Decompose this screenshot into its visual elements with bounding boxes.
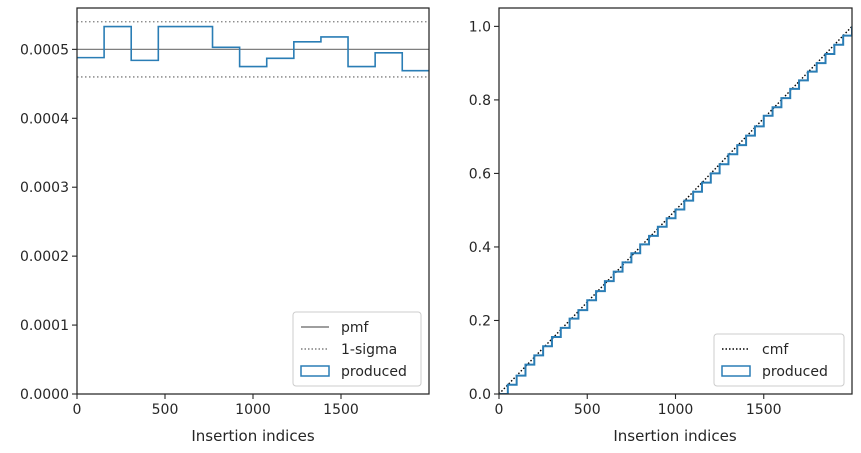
- legend-label-produced: produced: [762, 364, 828, 380]
- left-subplot: 0 500 1000 1500 0.0000 0.0001 0.0002 0.0003 0.00…: [20, 7, 430, 445]
- right-legend: cmf produced: [713, 333, 845, 387]
- x-tick-label: 1500: [746, 402, 782, 418]
- produced-series-line: [499, 26, 852, 394]
- y-tick-label: 0.8: [469, 93, 491, 109]
- legend-swatch-produced: [300, 365, 330, 377]
- legend-label-1-sigma: 1-sigma: [341, 342, 397, 358]
- y-tick-label: 0.0005: [20, 42, 69, 58]
- y-tick-label: 0.0004: [20, 111, 69, 127]
- y-tick-label: 0.0: [469, 387, 491, 403]
- y-tick-label: 0.2: [469, 313, 491, 329]
- right-subplot: 0 500 1000 1500 0.0 0.2 0.4 0.6 0.8 1.0 Insertion…: [469, 7, 853, 445]
- cmf-series-line: [499, 25, 852, 394]
- legend-box: [292, 311, 422, 387]
- legend-label-cmf: cmf: [762, 342, 789, 358]
- x-tick-label: 0: [73, 402, 82, 418]
- y-tick-label: 0.4: [469, 240, 491, 256]
- x-tick-label: 500: [152, 402, 179, 418]
- x-tick-label: 1000: [235, 402, 271, 418]
- left-ticks: 0 500 1000 1500 0.0000 0.0001 0.0002 0.0003 0.00…: [20, 42, 359, 418]
- y-tick-label: 0.0001: [20, 318, 69, 334]
- y-tick-label: 0.0003: [20, 180, 69, 196]
- right-plot-area: [499, 25, 852, 394]
- legend-swatch-produced: [721, 365, 751, 377]
- x-tick-label: 0: [495, 402, 504, 418]
- produced-histogram-line: [77, 25, 429, 72]
- y-tick-label: 0.0000: [20, 387, 69, 403]
- left-legend: pmf 1-sigma produced: [292, 311, 422, 387]
- right-ticks: 0 500 1000 1500 0.0 0.2 0.4 0.6 0.8 1.0: [469, 19, 782, 418]
- right-x-axis-label: Insertion indices: [613, 427, 736, 445]
- x-tick-label: 500: [574, 402, 601, 418]
- legend-label-pmf: pmf: [341, 320, 370, 336]
- legend-label-produced: produced: [341, 364, 407, 380]
- left-plot-area: [77, 21, 429, 78]
- legend-box: [713, 333, 845, 387]
- y-tick-label: 0.6: [469, 166, 491, 182]
- x-tick-label: 1000: [658, 402, 694, 418]
- y-tick-label: 1.0: [469, 19, 491, 35]
- x-tick-label: 1500: [323, 402, 359, 418]
- left-x-axis-label: Insertion indices: [191, 427, 314, 445]
- y-tick-label: 0.0002: [20, 249, 69, 265]
